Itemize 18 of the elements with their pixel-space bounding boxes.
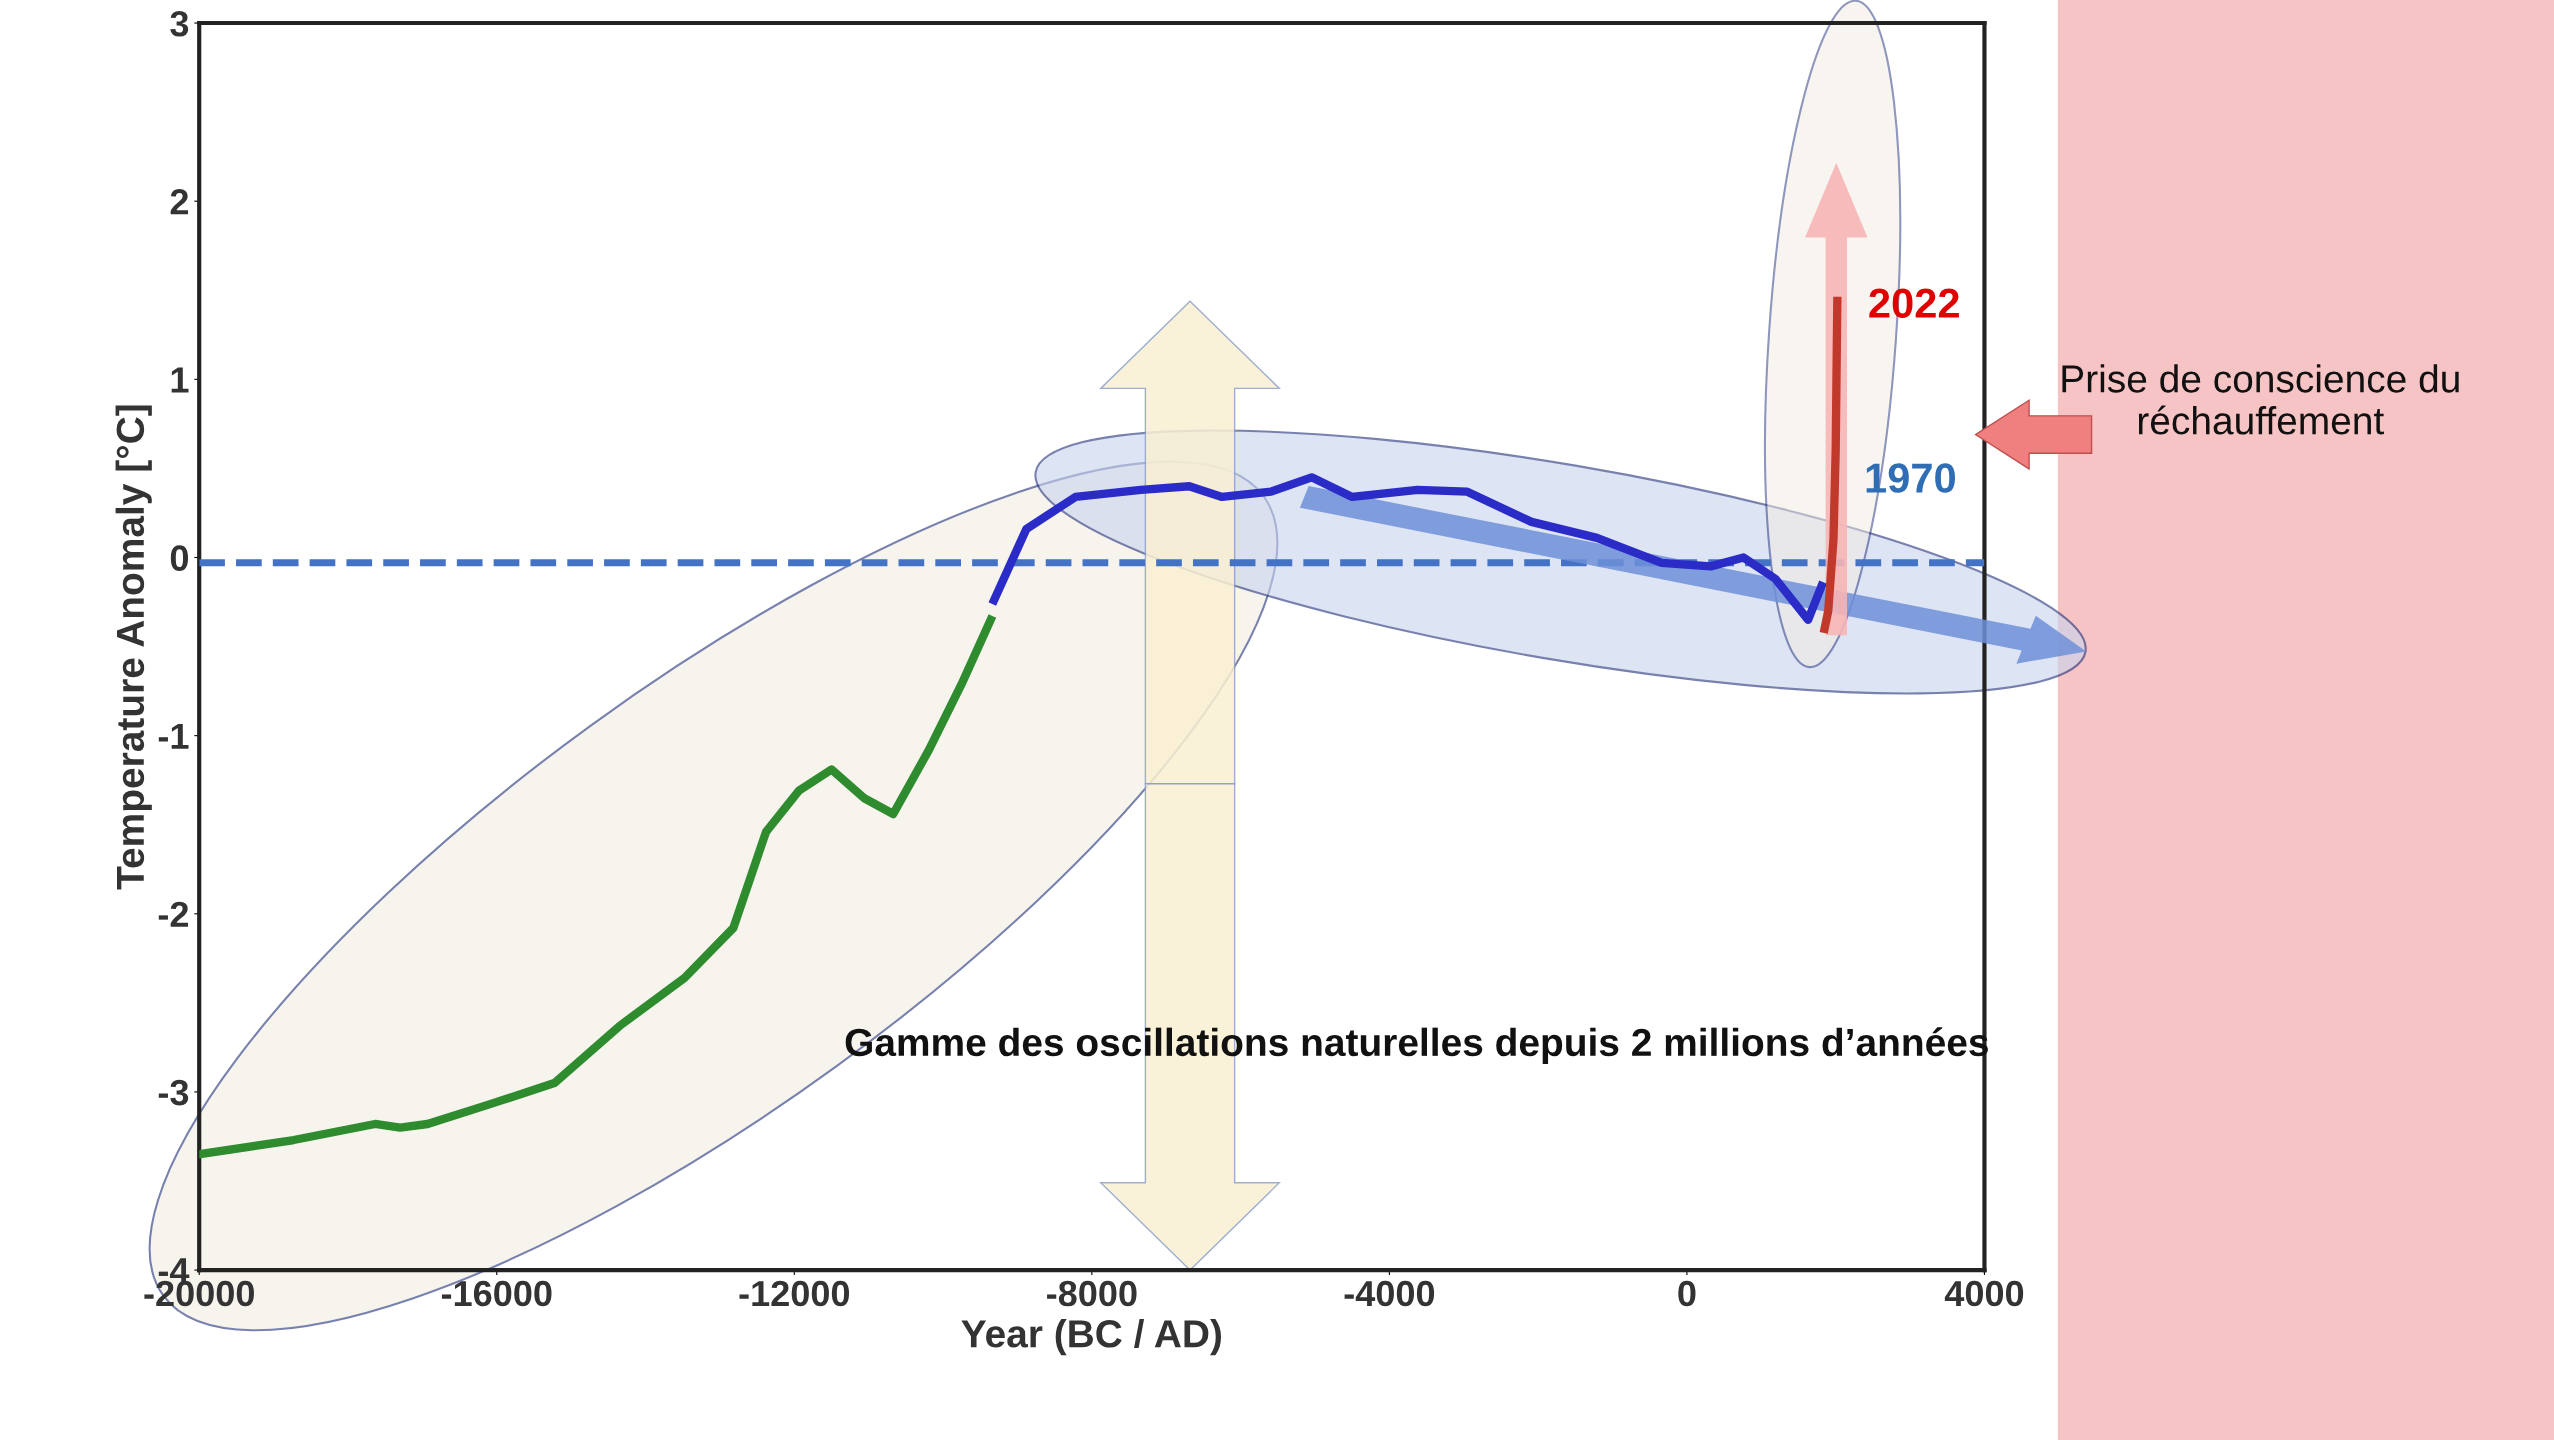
y-tick-label: 3 <box>170 10 189 37</box>
x-tick-label: 4000 <box>1944 1280 2024 1307</box>
annotation: 2022 <box>1869 288 1959 319</box>
x-tick-label: -8000 <box>1047 1280 1137 1307</box>
y-tick-label: -1 <box>158 723 189 749</box>
y-axis-title: Temperature Anomaly [°C] <box>115 405 152 890</box>
x-tick-label: -16000 <box>441 1280 552 1307</box>
y-tick-label: -2 <box>158 901 189 927</box>
text: Prise de conscience du réchauffement <box>2062 364 2459 435</box>
y-tick-label: 2 <box>170 189 189 215</box>
y-tick-label: -3 <box>158 1079 189 1106</box>
x-tick-label: 0 <box>1678 1280 1696 1307</box>
y-tick-label: 0 <box>170 545 189 571</box>
x-axis-title: Year (BC / AD) <box>961 1319 1221 1356</box>
y-tick-label: 1 <box>171 367 189 393</box>
x-tick-label: -12000 <box>739 1280 850 1307</box>
x-tick-label: -4000 <box>1344 1280 1435 1307</box>
annotation: 1970 <box>1866 463 1955 493</box>
